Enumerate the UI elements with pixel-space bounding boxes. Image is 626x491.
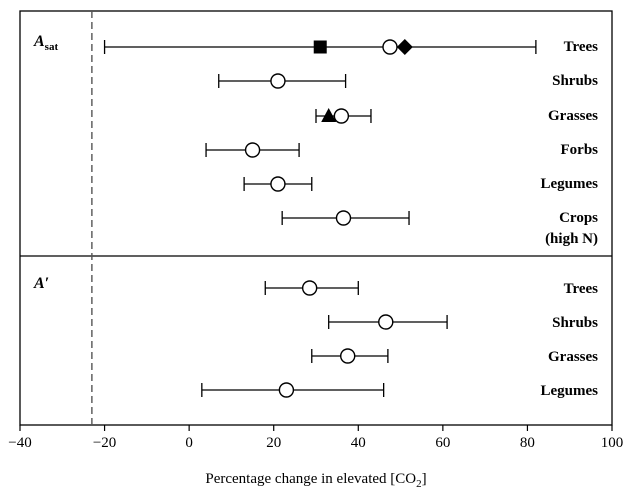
category-label: Crops [559, 210, 598, 226]
category-label: Grasses [548, 108, 598, 124]
x-tick-label: 100 [601, 435, 624, 451]
data-row: Legumes [243, 176, 599, 192]
mean-circle-marker [333, 108, 350, 124]
mean-circle-marker [278, 382, 295, 398]
panel-label-main: A′ [33, 275, 49, 292]
x-axis: −40 −20 0 20 40 60 80 100 [8, 425, 623, 451]
data-row: Trees [264, 280, 599, 297]
data-row: Forbs [205, 142, 599, 158]
mean-circle-marker [301, 280, 318, 296]
data-row: Shrubs [218, 73, 598, 89]
x-tick-label: 40 [351, 435, 366, 451]
x-tick-label: −40 [8, 435, 31, 451]
mean-circle-marker [270, 176, 286, 192]
mean-circle-marker [244, 142, 261, 158]
mean-circle-marker [335, 210, 352, 226]
category-label: Trees [564, 281, 599, 297]
category-label: Shrubs [552, 73, 598, 89]
plot-frame [19, 10, 613, 426]
square-marker [313, 40, 327, 54]
diamond-marker [396, 39, 413, 55]
data-row: Legumes [201, 382, 599, 399]
x-axis-label: Percentage change in elevated [CO2] [205, 471, 426, 490]
mean-circle-marker [378, 314, 394, 330]
data-row: Grasses [315, 108, 598, 124]
data-row: Trees [103, 39, 599, 55]
panel-label-sub: sat [45, 41, 59, 53]
category-label: Forbs [561, 142, 599, 158]
category-label: Legumes [541, 176, 599, 192]
panel-a-prime: A′ Trees Shrubs Grasses Legumes [33, 275, 598, 399]
mean-circle-marker [340, 348, 356, 364]
panel-label-main: A [33, 33, 45, 50]
mean-circle-marker [270, 73, 286, 89]
category-label: Grasses [548, 349, 598, 365]
data-row: Grasses [311, 348, 598, 365]
data-row: Crops (high N) [281, 210, 598, 247]
x-tick-label: 80 [520, 435, 535, 451]
x-tick-label: 0 [185, 435, 193, 451]
x-tick-label: 60 [435, 435, 450, 451]
triangle-marker [321, 108, 337, 122]
x-tick-label: −20 [93, 435, 116, 451]
panel-a-sat: Asat Trees Shrubs Grasses Forbs Legumes Crops (… [33, 33, 598, 247]
category-label: Shrubs [552, 315, 598, 331]
data-row: Shrubs [328, 314, 598, 331]
x-tick-label: 20 [266, 435, 281, 451]
category-label: Legumes [541, 383, 599, 399]
category-label: (high N) [545, 231, 598, 247]
category-label: Trees [564, 39, 599, 55]
panel-label: Asat [33, 33, 58, 53]
mean-circle-marker [382, 39, 398, 55]
panel-label: A′ [33, 275, 49, 292]
